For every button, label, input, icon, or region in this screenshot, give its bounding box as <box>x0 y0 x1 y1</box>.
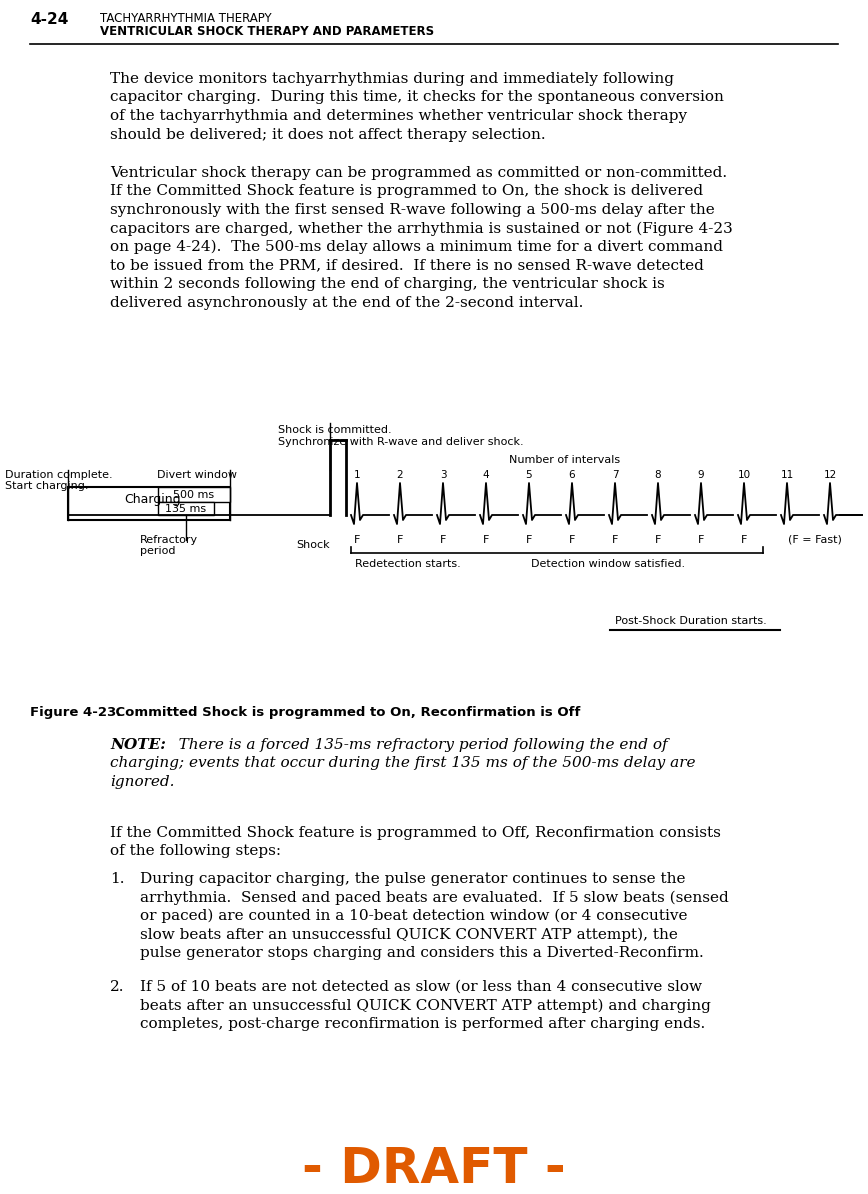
Text: 5: 5 <box>526 470 532 480</box>
Text: - DRAFT -: - DRAFT - <box>302 1145 566 1193</box>
Text: F: F <box>483 535 490 544</box>
Text: There is a forced 135-ms refractory period following the end of: There is a forced 135-ms refractory peri… <box>164 738 667 752</box>
Text: ignored.: ignored. <box>110 775 174 789</box>
Text: 6: 6 <box>569 470 575 480</box>
Text: capacitors are charged, whether the arrhythmia is sustained or not (Figure 4-23: capacitors are charged, whether the arrh… <box>110 222 733 236</box>
Text: 135 ms: 135 ms <box>166 504 207 513</box>
Text: Figure 4-23.: Figure 4-23. <box>30 706 122 719</box>
Text: F: F <box>740 535 747 544</box>
Text: capacitor charging.  During this time, it checks for the spontaneous conversion: capacitor charging. During this time, it… <box>110 91 724 105</box>
Text: to be issued from the PRM, if desired.  If there is no sensed R-wave detected: to be issued from the PRM, if desired. I… <box>110 258 704 272</box>
Text: During capacitor charging, the pulse generator continues to sense the: During capacitor charging, the pulse gen… <box>140 872 686 886</box>
Text: Duration complete.: Duration complete. <box>5 470 113 480</box>
Text: slow beats after an unsuccessful QUICK CONVERT ATP attempt), the: slow beats after an unsuccessful QUICK C… <box>140 928 678 942</box>
Text: 7: 7 <box>612 470 618 480</box>
Text: 1: 1 <box>353 470 360 480</box>
Text: pulse generator stops charging and considers this a Diverted-Reconfirm.: pulse generator stops charging and consi… <box>140 946 704 960</box>
Text: 9: 9 <box>698 470 704 480</box>
Bar <box>68 487 230 521</box>
Text: 2: 2 <box>397 470 404 480</box>
Text: Synchronize with R-wave and deliver shock.: Synchronize with R-wave and deliver shoc… <box>278 437 523 447</box>
Text: Post-Shock Duration starts.: Post-Shock Duration starts. <box>615 616 766 626</box>
Text: 4: 4 <box>483 470 490 480</box>
Text: If the Committed Shock feature is programmed to On, the shock is delivered: If the Committed Shock feature is progra… <box>110 185 703 198</box>
Text: Refractory: Refractory <box>140 535 198 544</box>
Text: 8: 8 <box>654 470 661 480</box>
Text: Committed Shock is programmed to On, Reconfirmation is Off: Committed Shock is programmed to On, Rec… <box>97 706 581 719</box>
Text: NOTE:: NOTE: <box>110 738 166 752</box>
Text: Divert window: Divert window <box>157 470 237 480</box>
Text: on page 4-24).  The 500-ms delay allows a minimum time for a divert command: on page 4-24). The 500-ms delay allows a… <box>110 240 723 254</box>
Bar <box>158 501 214 515</box>
Text: TACHYARRHYTHMIA THERAPY: TACHYARRHYTHMIA THERAPY <box>100 12 272 25</box>
Text: Start charging.: Start charging. <box>5 481 89 491</box>
Text: 4-24: 4-24 <box>30 12 69 27</box>
Bar <box>158 487 230 501</box>
Text: F: F <box>569 535 575 544</box>
Text: If 5 of 10 beats are not detected as slow (or less than 4 consecutive slow: If 5 of 10 beats are not detected as slo… <box>140 980 702 993</box>
Text: completes, post-charge reconfirmation is performed after charging ends.: completes, post-charge reconfirmation is… <box>140 1017 705 1030</box>
Text: F: F <box>612 535 618 544</box>
Text: 12: 12 <box>824 470 837 480</box>
Text: beats after an unsuccessful QUICK CONVERT ATP attempt) and charging: beats after an unsuccessful QUICK CONVER… <box>140 998 711 1013</box>
Text: should be delivered; it does not affect therapy selection.: should be delivered; it does not affect … <box>110 128 546 142</box>
Text: Detection window satisfied.: Detection window satisfied. <box>531 559 685 570</box>
Text: F: F <box>397 535 404 544</box>
Text: Number of intervals: Number of intervals <box>510 455 621 464</box>
Text: 3: 3 <box>440 470 446 480</box>
Text: of the tachyarrhythmia and determines whether ventricular shock therapy: of the tachyarrhythmia and determines wh… <box>110 109 687 123</box>
Text: charging; events that occur during the first 135 ms of the 500-ms delay are: charging; events that occur during the f… <box>110 757 695 770</box>
Text: 11: 11 <box>780 470 793 480</box>
Text: within 2 seconds following the end of charging, the ventricular shock is: within 2 seconds following the end of ch… <box>110 277 665 291</box>
Text: arrhythmia.  Sensed and paced beats are evaluated.  If 5 slow beats (sensed: arrhythmia. Sensed and paced beats are e… <box>140 891 729 905</box>
Text: Ventricular shock therapy can be programmed as committed or non-committed.: Ventricular shock therapy can be program… <box>110 166 727 180</box>
Text: F: F <box>440 535 446 544</box>
Text: (F = Fast): (F = Fast) <box>788 535 842 544</box>
Text: F: F <box>526 535 532 544</box>
Text: 1.: 1. <box>110 872 124 886</box>
Text: of the following steps:: of the following steps: <box>110 844 281 858</box>
Text: period: period <box>140 546 175 556</box>
Text: 500 ms: 500 ms <box>174 490 214 500</box>
Text: 10: 10 <box>738 470 751 480</box>
Text: Redetection starts.: Redetection starts. <box>355 559 461 570</box>
Text: Charging: Charging <box>124 493 181 506</box>
Text: F: F <box>654 535 661 544</box>
Text: If the Committed Shock feature is programmed to Off, Reconfirmation consists: If the Committed Shock feature is progra… <box>110 826 721 841</box>
Text: delivered asynchronously at the end of the 2-second interval.: delivered asynchronously at the end of t… <box>110 295 583 309</box>
Text: Shock: Shock <box>296 540 330 550</box>
Text: Shock is committed.: Shock is committed. <box>278 425 391 435</box>
Text: synchronously with the first sensed R-wave following a 500-ms delay after the: synchronously with the first sensed R-wa… <box>110 203 714 217</box>
Text: VENTRICULAR SHOCK THERAPY AND PARAMETERS: VENTRICULAR SHOCK THERAPY AND PARAMETERS <box>100 25 434 38</box>
Text: F: F <box>698 535 704 544</box>
Text: F: F <box>354 535 360 544</box>
Text: or paced) are counted in a 10-beat detection window (or 4 consecutive: or paced) are counted in a 10-beat detec… <box>140 909 687 923</box>
Text: The device monitors tachyarrhythmias during and immediately following: The device monitors tachyarrhythmias dur… <box>110 72 674 86</box>
Text: 2.: 2. <box>110 980 124 993</box>
